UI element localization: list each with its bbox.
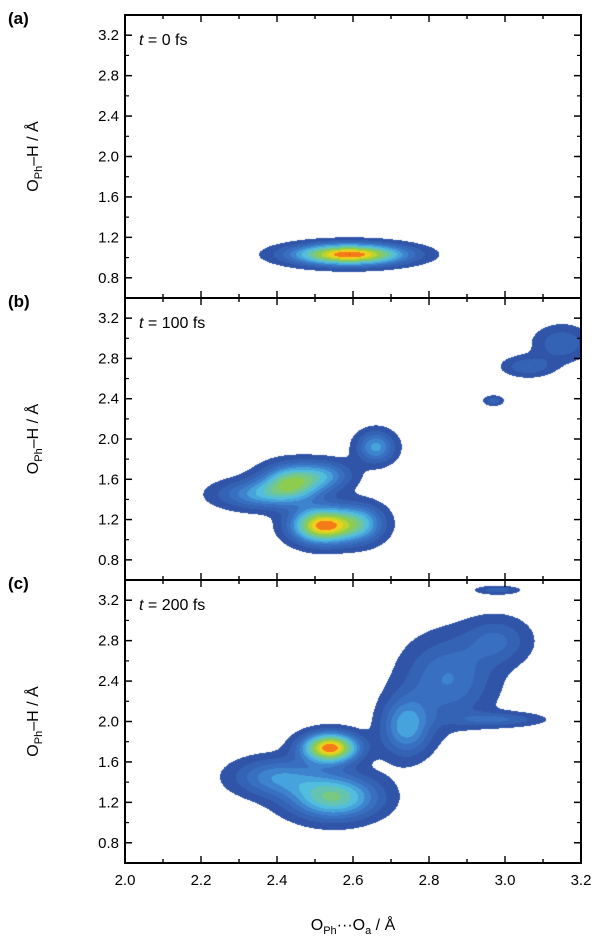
panel-label: (c) bbox=[8, 574, 29, 593]
y-tick-label: 0.8 bbox=[98, 835, 119, 852]
y-tick-label: 1.6 bbox=[98, 471, 119, 488]
density-map bbox=[125, 15, 581, 298]
y-tick-label: 1.2 bbox=[98, 794, 119, 811]
y-axis-label: OPh–H / Å bbox=[23, 121, 45, 192]
density-map bbox=[125, 580, 581, 863]
x-tick-label: 2.8 bbox=[419, 872, 440, 889]
y-axis-label: OPh–H / Å bbox=[23, 403, 45, 474]
y-tick-label: 2.4 bbox=[98, 108, 119, 125]
time-annotation: t = 0 fs bbox=[139, 32, 187, 49]
y-tick-label: 2.0 bbox=[98, 714, 119, 731]
y-tick-label: 1.2 bbox=[98, 229, 119, 246]
time-annotation: t = 100 fs bbox=[139, 315, 205, 332]
y-tick-label: 2.4 bbox=[98, 391, 119, 408]
panel-c: 0.8 1.2 1.6 2.0 2.4 2.8 3.2 2.0 2.2 2.4 2.6 2.8 3.0 3… bbox=[8, 574, 591, 937]
y-tick-label: 2.8 bbox=[98, 350, 119, 367]
time-annotation: t = 200 fs bbox=[139, 597, 205, 614]
x-tick-label: 2.4 bbox=[267, 872, 288, 889]
density-map bbox=[125, 298, 581, 580]
x-tick-label: 3.2 bbox=[571, 872, 592, 889]
x-tick-label: 2.2 bbox=[191, 872, 212, 889]
panel-label: (a) bbox=[8, 9, 29, 28]
x-tick-label: 2.6 bbox=[343, 872, 364, 889]
x-tick-label: 3.0 bbox=[495, 872, 516, 889]
panel-a: 0.8 1.2 1.6 2.0 2.4 2.8 3.2 (a) t = 0 fs OPh–H / … bbox=[8, 9, 582, 299]
y-tick-label: 2.4 bbox=[98, 673, 119, 690]
y-tick-label: 2.0 bbox=[98, 431, 119, 448]
y-tick-label: 3.2 bbox=[98, 27, 119, 44]
y-tick-label: 1.2 bbox=[98, 512, 119, 529]
panel-label: (b) bbox=[8, 292, 30, 311]
y-tick-label: 0.8 bbox=[98, 270, 119, 287]
y-tick-label: 3.2 bbox=[98, 592, 119, 609]
y-tick-label: 1.6 bbox=[98, 754, 119, 771]
y-tick-label: 3.2 bbox=[98, 310, 119, 327]
panel-b: 0.8 1.2 1.6 2.0 2.4 2.8 3.2 (b) t = 100 fs OPh–H … bbox=[8, 292, 582, 581]
x-axis-label: OPh···Oa / Å bbox=[311, 915, 396, 937]
y-tick-label: 1.6 bbox=[98, 189, 119, 206]
x-tick-label: 2.0 bbox=[115, 872, 136, 889]
y-tick-label: 2.0 bbox=[98, 149, 119, 166]
y-tick-label: 0.8 bbox=[98, 552, 119, 569]
y-tick-label: 2.8 bbox=[98, 68, 119, 85]
y-tick-label: 2.8 bbox=[98, 633, 119, 650]
y-axis-label: OPh–H / Å bbox=[23, 686, 45, 757]
